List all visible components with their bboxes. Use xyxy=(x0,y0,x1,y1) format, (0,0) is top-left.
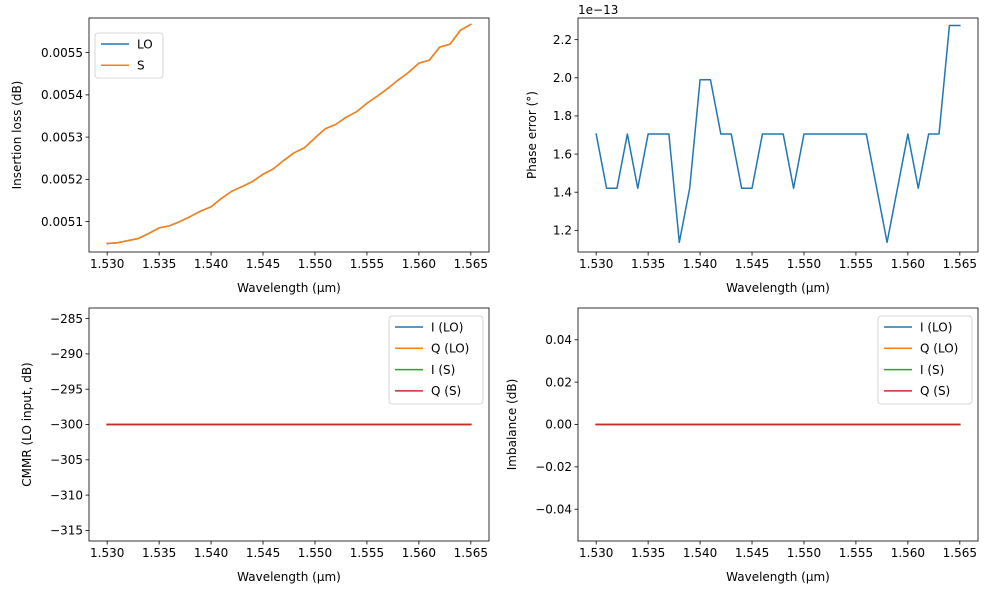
x-tick-label: 1.560 xyxy=(891,257,925,271)
y-tick-label: 0.04 xyxy=(545,333,572,347)
x-tick-label: 1.560 xyxy=(402,257,436,271)
y-tick-label: 1.2 xyxy=(553,224,572,238)
y-tick-label: 1.6 xyxy=(553,147,572,161)
x-tick-label: 1.560 xyxy=(402,546,436,560)
y-tick-label: 0.0052 xyxy=(41,173,83,187)
x-axis-label: Wavelength (µm) xyxy=(237,570,341,584)
x-axis-label: Wavelength (µm) xyxy=(726,281,830,295)
y-tick-label: −295 xyxy=(50,382,83,396)
y-tick-label: 0.0055 xyxy=(41,46,83,60)
y-axis-label: CMMR (LO input, dB) xyxy=(20,362,34,486)
y-axis-label: Insertion loss (dB) xyxy=(10,81,24,190)
x-tick-label: 1.555 xyxy=(350,257,384,271)
y-tick-label: 0.02 xyxy=(545,375,572,389)
x-tick-label: 1.530 xyxy=(579,546,613,560)
x-tick-label: 1.535 xyxy=(631,257,665,271)
y-tick-label: 1.4 xyxy=(553,185,572,199)
legend-entry: I (S) xyxy=(431,363,455,377)
x-tick-label: 1.540 xyxy=(683,257,717,271)
legend-box xyxy=(388,315,484,405)
y-tick-label: 0.0051 xyxy=(41,215,83,229)
legend-entry: Q (S) xyxy=(920,384,950,398)
x-axis-label: Wavelength (µm) xyxy=(726,570,830,584)
x-tick-label: 1.540 xyxy=(194,546,228,560)
x-tick-label: 1.545 xyxy=(735,546,769,560)
legend-entry: Q (LO) xyxy=(920,342,958,356)
y-tick-label: −0.02 xyxy=(535,460,572,474)
y-tick-label: −305 xyxy=(50,453,83,467)
legend-entry: LO xyxy=(137,37,153,51)
x-tick-label: 1.540 xyxy=(683,546,717,560)
axes-frame xyxy=(88,17,490,253)
legend-entry: I (LO) xyxy=(920,320,952,334)
legend-entry: S xyxy=(137,59,145,73)
x-tick-label: 1.530 xyxy=(90,257,124,271)
y-tick-label: 0.0053 xyxy=(41,130,83,144)
y-tick-label: 1.8 xyxy=(553,109,572,123)
y-tick-label: −310 xyxy=(50,488,83,502)
subplot-2: 1.530 1.535 1.540 1.545 1.550 1.555 1.560 1.565… xyxy=(525,3,979,295)
legend-entry: Q (S) xyxy=(431,384,461,398)
x-tick-label: 1.555 xyxy=(839,546,873,560)
y-tick-label: −285 xyxy=(50,312,83,326)
y-tick-label: 2.0 xyxy=(553,71,572,85)
x-tick-label: 1.545 xyxy=(246,257,280,271)
x-tick-label: 1.565 xyxy=(454,546,488,560)
y-tick-label: −300 xyxy=(50,418,83,432)
x-tick-label: 1.535 xyxy=(142,257,176,271)
y-tick-label: −290 xyxy=(50,347,83,361)
x-tick-label: 1.545 xyxy=(735,257,769,271)
x-tick-label: 1.530 xyxy=(579,257,613,271)
subplot-4: 1.530 1.535 1.540 1.545 1.550 1.555 1.560 1.565… xyxy=(505,307,979,584)
x-tick-label: 1.565 xyxy=(943,257,977,271)
x-tick-label: 1.530 xyxy=(90,546,124,560)
x-tick-label: 1.560 xyxy=(891,546,925,560)
legend: I (LO) Q (LO) I (S) Q (S) xyxy=(388,315,484,405)
x-tick-label: 1.565 xyxy=(943,546,977,560)
series-line-phase-error xyxy=(595,24,961,244)
y-tick-label: 0.0054 xyxy=(41,88,83,102)
subplot-3: 1.530 1.535 1.540 1.545 1.550 1.555 1.560 1.565… xyxy=(20,307,490,584)
x-tick-label: 1.565 xyxy=(454,257,488,271)
x-tick-label: 1.555 xyxy=(350,546,384,560)
y-tick-label: −0.04 xyxy=(535,502,572,516)
y-tick-label: 2.2 xyxy=(553,33,572,47)
legend: I (LO) Q (LO) I (S) Q (S) xyxy=(877,315,973,405)
x-axis-label: Wavelength (µm) xyxy=(237,281,341,295)
x-tick-label: 1.550 xyxy=(298,546,332,560)
x-tick-label: 1.535 xyxy=(142,546,176,560)
x-tick-label: 1.550 xyxy=(298,257,332,271)
x-tick-label: 1.545 xyxy=(246,546,280,560)
legend-box xyxy=(94,32,164,79)
y-tick-label: 0.00 xyxy=(545,418,572,432)
y-tick-label: −315 xyxy=(50,524,83,538)
x-tick-label: 1.555 xyxy=(839,257,873,271)
axes-frame xyxy=(577,17,979,253)
legend-box xyxy=(877,315,973,405)
x-tick-label: 1.550 xyxy=(787,257,821,271)
x-tick-label: 1.550 xyxy=(787,546,821,560)
offset-text: 1e−13 xyxy=(578,3,618,17)
y-axis-label: Phase error (°) xyxy=(525,91,539,179)
subplot-1: 1.530 1.535 1.540 1.545 1.550 1.555 1.560 1.565… xyxy=(10,17,490,295)
series-line-s xyxy=(106,23,472,245)
legend-entry: Q (LO) xyxy=(431,342,469,356)
legend-entry: I (LO) xyxy=(431,320,463,334)
legend: LO S xyxy=(94,32,164,79)
legend-entry: I (S) xyxy=(920,363,944,377)
x-tick-label: 1.540 xyxy=(194,257,228,271)
y-axis-label: Imbalance (dB) xyxy=(505,379,519,471)
x-tick-label: 1.535 xyxy=(631,546,665,560)
